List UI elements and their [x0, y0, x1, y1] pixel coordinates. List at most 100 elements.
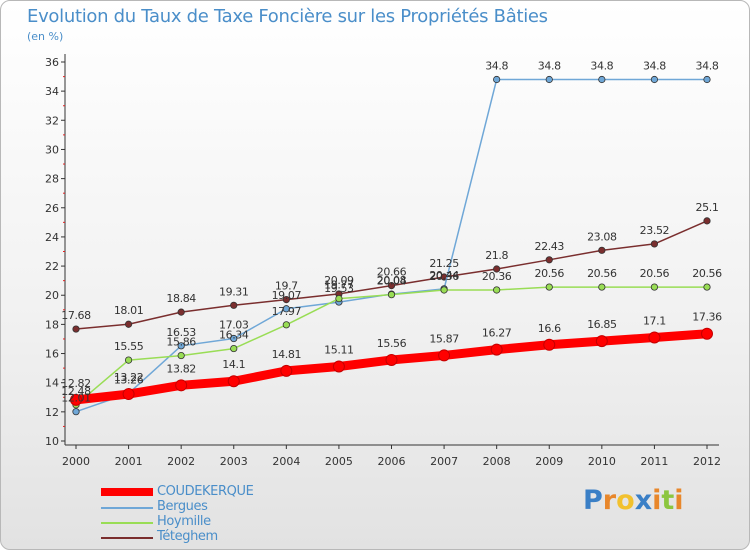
data-point — [282, 296, 290, 304]
y-tick-label: 24 — [45, 231, 59, 244]
data-label: 34.8 — [485, 59, 508, 72]
data-label: 13.22 — [114, 371, 144, 384]
data-label: 17.68 — [61, 309, 91, 322]
x-tick-label: 2000 — [62, 455, 90, 468]
data-label: 18.84 — [166, 292, 196, 305]
y-tick-label: 10 — [45, 435, 59, 448]
x-tick-label: 2011 — [640, 455, 668, 468]
y-tick-label: 20 — [45, 289, 59, 302]
data-point — [282, 305, 290, 313]
chart-title: Evolution du Taux de Taxe Foncière sur l… — [27, 6, 548, 27]
data-label: 20.36 — [482, 270, 512, 283]
data-point — [230, 344, 238, 353]
x-tick-label: 2007 — [430, 455, 458, 468]
data-label: 14.81 — [272, 348, 302, 361]
data-label: 19.31 — [219, 285, 249, 298]
legend-label: Hoymille — [157, 514, 211, 529]
data-point — [282, 321, 290, 329]
y-tick-label: 36 — [45, 56, 59, 69]
y-tick-label: 16 — [45, 348, 59, 361]
data-point — [438, 349, 451, 362]
data-label: 20.04 — [377, 275, 407, 288]
data-label: 21.8 — [485, 249, 508, 262]
data-point — [650, 283, 659, 291]
data-point — [70, 393, 82, 406]
legend: COUDEKERQUE Bergues Hoymille Téteghem — [101, 484, 301, 545]
data-label: 20.08 — [377, 274, 407, 287]
line-chart: 10 12 14 16 18 20 22 24 26 28 30 32 34 36 2000 2001 2002… — [45, 54, 723, 468]
data-point — [385, 353, 398, 366]
x-tick-label: 2012 — [693, 455, 721, 468]
data-label: 17.1 — [643, 315, 666, 328]
data-point — [124, 356, 133, 364]
data-point — [387, 282, 396, 290]
data-label: 15.86 — [166, 336, 196, 349]
x-tick-label: 2005 — [325, 455, 353, 468]
x-tick-label: 2003 — [220, 455, 248, 468]
data-point — [227, 375, 240, 388]
y-tick-label: 14 — [45, 377, 59, 390]
legend-label: Téteghem — [157, 529, 218, 544]
data-label: 23.08 — [587, 230, 617, 243]
data-label: 22.43 — [535, 240, 565, 253]
legend-label: COUDEKERQUE — [157, 484, 254, 499]
data-point — [335, 294, 343, 303]
x-tick-label: 2001 — [115, 455, 143, 468]
legend-item-coudekerque: COUDEKERQUE — [101, 484, 301, 500]
data-label: 16.85 — [587, 318, 617, 331]
data-point — [703, 217, 711, 225]
data-label: 20.66 — [377, 266, 407, 279]
legend-swatch — [101, 537, 153, 539]
data-point — [122, 388, 135, 401]
legend-swatch — [101, 488, 153, 496]
data-label: 17.97 — [272, 305, 302, 318]
data-point — [598, 75, 606, 84]
data-point — [177, 342, 185, 350]
y-tick-label: 30 — [45, 143, 59, 156]
data-point — [387, 291, 396, 299]
data-point — [545, 283, 553, 291]
data-label: 16.34 — [219, 329, 249, 342]
data-label: 20.44 — [429, 269, 459, 282]
data-label: 25.1 — [696, 201, 719, 214]
legend-swatch — [101, 522, 153, 524]
data-label: 16.6 — [538, 322, 561, 335]
data-point — [598, 283, 606, 291]
proxiti-logo: Proxiti — [583, 485, 684, 516]
data-point — [545, 256, 553, 264]
x-tick-label: 2002 — [167, 455, 195, 468]
logo-letter: i — [674, 485, 684, 516]
data-point — [650, 240, 659, 248]
data-point — [598, 246, 606, 254]
data-label: 17.03 — [219, 319, 249, 332]
data-label: 15.11 — [324, 344, 354, 357]
data-label: 12.01 — [61, 392, 91, 405]
data-point — [332, 360, 345, 373]
y-tick-label: 18 — [45, 318, 59, 331]
legend-item-hoymille: Hoymille — [101, 514, 301, 530]
data-point — [648, 331, 661, 344]
data-point — [701, 327, 713, 340]
data-point — [493, 75, 501, 84]
legend-item-bergues: Bergues — [101, 499, 301, 515]
data-point — [595, 335, 608, 348]
x-tick-label: 2009 — [535, 455, 563, 468]
x-tick-label: 2008 — [483, 455, 511, 468]
y-tick-label: 12 — [45, 406, 59, 419]
data-point — [493, 265, 501, 273]
y-tick-label: 34 — [45, 85, 59, 98]
data-label: 15.87 — [429, 332, 459, 345]
data-label: 19.07 — [272, 289, 302, 302]
data-point — [280, 364, 293, 377]
data-label: 15.56 — [377, 337, 407, 350]
logo-letter: x — [634, 485, 653, 516]
data-point — [703, 75, 711, 84]
x-tick-label: 2004 — [272, 455, 300, 468]
data-label: 34.8 — [538, 59, 561, 72]
data-point — [545, 75, 553, 84]
logo-letter: o — [616, 485, 635, 516]
data-point — [703, 283, 711, 291]
data-label: 21.25 — [429, 257, 459, 270]
data-label: 34.8 — [696, 59, 719, 72]
